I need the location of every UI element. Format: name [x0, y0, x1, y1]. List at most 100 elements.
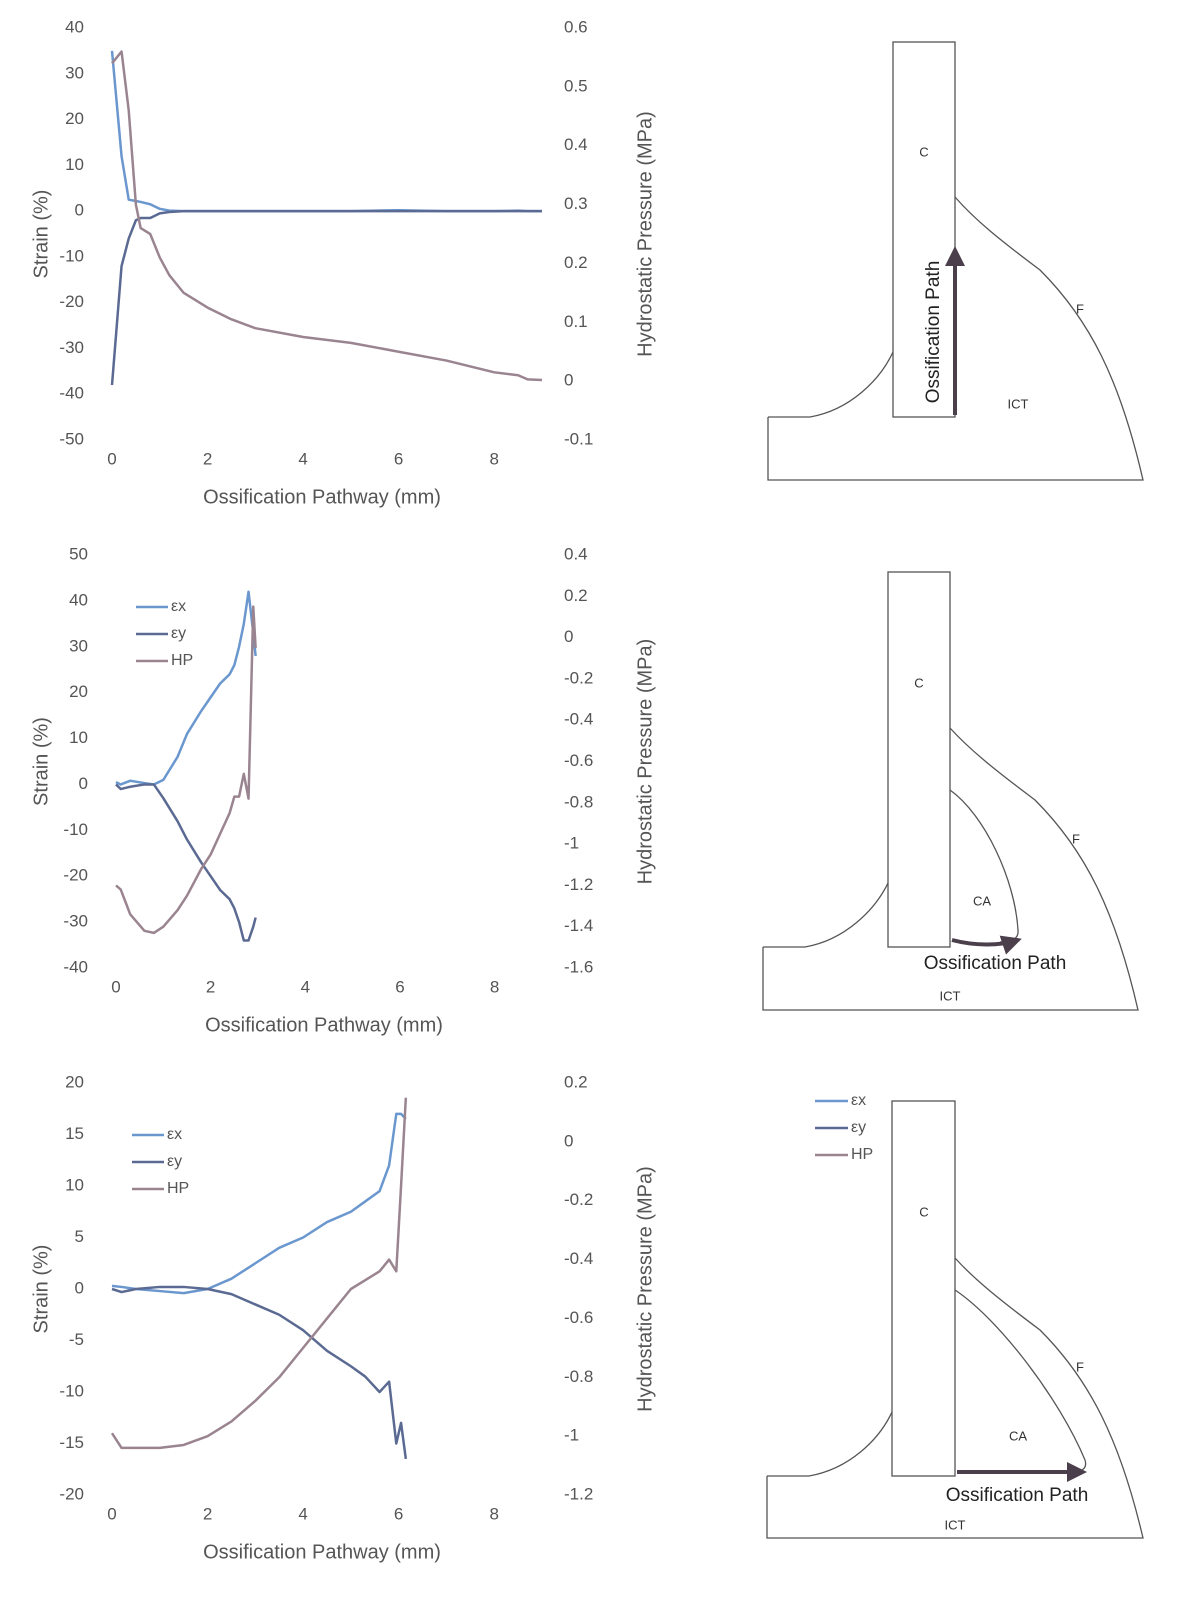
y-tick-label: 40 [65, 17, 84, 36]
y-tick-label: -10 [59, 246, 84, 265]
label: CA [1009, 1428, 1027, 1443]
y2-tick-label: 0.1 [564, 312, 588, 331]
x-axis-label: Ossification Pathway (mm) [203, 1541, 441, 1563]
label: ICT [1008, 396, 1029, 411]
y-tick-label: 30 [69, 636, 88, 655]
y-tick-label: -20 [63, 866, 88, 885]
arrow [952, 940, 1018, 945]
legend-label: εy [851, 1119, 866, 1136]
outline [768, 352, 893, 417]
y2-tick-label: -0.2 [564, 1190, 593, 1209]
y2-tick-label: -0.1 [564, 429, 593, 448]
y2-tick-label: -1.6 [564, 957, 593, 976]
y2-tick-label: 0.4 [564, 544, 588, 563]
y-tick-label: -30 [63, 912, 88, 931]
x-tick-label: 4 [298, 1504, 307, 1523]
y-axis-label: Strain (%) [30, 190, 52, 279]
y2-tick-label: 0 [564, 371, 573, 390]
y-tick-label: 50 [69, 544, 88, 563]
series-line [112, 52, 542, 380]
y2-tick-label: 0.2 [564, 253, 588, 272]
legend-label: εx [851, 1092, 866, 1109]
x-tick-label: 6 [395, 977, 404, 996]
y2-tick-label: 0.2 [564, 586, 588, 605]
legend-label: HP [171, 652, 193, 669]
x-tick-label: 2 [203, 449, 212, 468]
y2-tick-label: -1.4 [564, 916, 593, 935]
x-tick-label: 6 [394, 449, 403, 468]
y-tick-label: -5 [69, 1330, 84, 1349]
legend-label: εx [167, 1126, 182, 1143]
y2-tick-label: -0.8 [564, 792, 593, 811]
x-tick-label: 2 [203, 1504, 212, 1523]
y2-tick-label: 0 [564, 1131, 573, 1150]
y2-tick-label: 0.5 [564, 76, 588, 95]
x-tick-label: 8 [489, 449, 498, 468]
label: ICT [945, 1517, 966, 1532]
y-tick-label: 20 [69, 682, 88, 701]
y-tick-label: -10 [63, 820, 88, 839]
y2-axis-label: Hydrostatic Pressure (MPa) [634, 1166, 656, 1412]
y-tick-label: -10 [59, 1381, 84, 1400]
y-tick-label: 0 [75, 1278, 84, 1297]
y2-tick-label: -1.2 [564, 875, 593, 894]
y-tick-label: 15 [65, 1124, 84, 1143]
y-tick-label: 0 [79, 774, 88, 793]
outline [955, 1290, 1086, 1472]
path-label: Ossification Path [923, 261, 944, 404]
legend-label: εy [171, 625, 186, 642]
figure: C F ICT Ossification Path C F CA ICT Oss… [0, 0, 1184, 1605]
x-tick-label: 4 [301, 977, 310, 996]
diagram: C F CA ICT Ossification Path [763, 572, 1138, 1010]
y-axis-label: Strain (%) [30, 717, 52, 806]
y-tick-label: -15 [59, 1433, 84, 1452]
series-line [112, 1098, 406, 1448]
label: CA [973, 893, 991, 908]
y2-tick-label: -0.6 [564, 1308, 593, 1327]
label: C [914, 675, 923, 690]
cartilage [892, 1101, 955, 1476]
y-tick-label: 30 [65, 63, 84, 82]
y2-tick-label: -1 [564, 834, 579, 853]
legend-label: εy [167, 1153, 182, 1170]
series-line [116, 784, 256, 940]
y-tick-label: -30 [59, 338, 84, 357]
x-tick-label: 2 [206, 977, 215, 996]
y-tick-label: -50 [59, 429, 84, 448]
x-tick-label: 4 [298, 449, 307, 468]
y-tick-label: 40 [69, 590, 88, 609]
x-axis-label: Ossification Pathway (mm) [203, 486, 441, 508]
y2-tick-label: 0.4 [564, 135, 588, 154]
x-tick-label: 0 [111, 977, 120, 996]
series-line [112, 211, 542, 385]
y-tick-label: -20 [59, 292, 84, 311]
label: F [1076, 301, 1084, 316]
y-tick-label: -40 [59, 384, 84, 403]
y2-axis-label: Hydrostatic Pressure (MPa) [634, 111, 656, 357]
y2-tick-label: 0.3 [564, 194, 588, 213]
y2-tick-label: -1.2 [564, 1484, 593, 1503]
y-tick-label: -40 [63, 957, 88, 976]
y2-tick-label: -0.6 [564, 751, 593, 770]
legend-label: HP [167, 1180, 189, 1197]
y2-tick-label: -0.2 [564, 668, 593, 687]
series-line [112, 1287, 406, 1459]
y2-tick-label: -0.4 [564, 1249, 593, 1268]
y2-tick-label: -0.4 [564, 710, 593, 729]
y2-tick-label: -0.8 [564, 1367, 593, 1386]
y2-axis-label: Hydrostatic Pressure (MPa) [634, 639, 656, 885]
y-tick-label: 0 [75, 201, 84, 220]
y2-tick-label: -1 [564, 1426, 579, 1445]
label: C [919, 144, 928, 159]
series-line [112, 51, 542, 211]
x-tick-label: 0 [107, 1504, 116, 1523]
x-tick-label: 0 [107, 449, 116, 468]
y-tick-label: 5 [75, 1227, 84, 1246]
y-tick-label: 20 [65, 1072, 84, 1091]
y-tick-label: 10 [65, 1175, 84, 1194]
path-label: Ossification Path [924, 953, 1067, 974]
legend-label: HP [851, 1146, 873, 1163]
path-label: Ossification Path [946, 1485, 1089, 1506]
label: C [919, 1204, 928, 1219]
x-tick-label: 8 [489, 1504, 498, 1523]
